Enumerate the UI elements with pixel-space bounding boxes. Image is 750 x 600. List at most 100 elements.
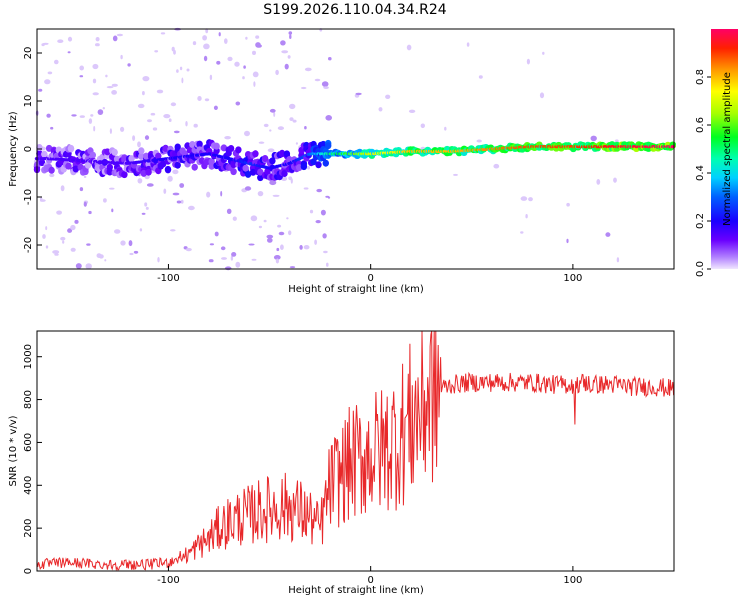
speckle-mark [176,200,182,204]
speckle-mark [520,196,528,201]
y-tick-label: -20 [23,237,34,253]
speckle-mark [129,252,134,256]
speckle-mark [209,243,214,246]
speckle-mark [83,175,87,178]
ridge-mark [322,159,329,167]
speckle-mark [79,75,84,78]
speckle-mark [144,135,150,140]
speckle-mark [213,105,218,111]
speckle-mark [525,214,528,219]
speckle-mark [453,173,458,176]
speckle-mark [88,118,93,124]
ridge-mark [196,140,203,148]
ridge-mark [162,145,169,152]
speckle-mark [203,55,208,62]
speckle-mark [128,240,133,247]
speckle-mark [566,238,569,244]
speckle-mark [314,78,321,82]
x-tick-label: 0 [367,575,373,586]
speckle-mark [203,43,210,50]
ridge-mark [145,168,152,176]
ridge-mark [320,140,327,148]
spectrogram-y-ticks: -20 -10 0 10 20 [23,47,42,253]
speckle-mark [478,75,483,79]
ridge-mark [608,141,616,147]
speckle-mark [47,71,53,75]
x-tick-label: 100 [563,273,582,284]
ridge-mark [174,143,181,151]
y-tick-label: 20 [23,47,34,60]
ridge-mark [160,160,167,168]
speckle-mark [85,263,92,270]
speckle-mark [248,243,255,246]
colorbar-label: Normalized spectral amplitude [722,72,733,226]
speckle-mark [596,179,601,185]
ridge-mark [252,150,259,158]
ridge-mark [191,163,198,171]
speckle-mark [79,65,84,71]
ridge-mark [257,168,264,176]
ridge-mark [111,148,118,156]
speckle-mark [44,79,51,85]
speckle-mark [170,102,177,107]
speckle-mark [245,36,248,40]
speckle-mark [316,188,323,193]
speckle-mark [476,139,482,143]
speckle-mark [88,210,92,215]
speckle-mark [232,216,237,221]
speckle-mark [605,232,611,237]
speckle-mark [320,209,326,216]
speckle-mark [408,109,416,114]
colorbar-tick-label: 0.2 [695,213,706,229]
speckle-mark [167,175,173,182]
speckle-mark [120,240,126,246]
speckle-mark [132,135,136,142]
speckle-mark [216,60,221,65]
ridge-mark [48,166,55,174]
speckle-mark [146,183,154,187]
speckle-mark [104,259,107,262]
speckle-mark [288,230,292,236]
speckle-mark [321,81,329,87]
speckle-mark [92,63,99,70]
speckle-mark [70,247,76,252]
speckle-mark [287,55,291,59]
speckle-mark [252,50,256,56]
speckle-mark [235,101,241,106]
ridge-mark [230,168,237,176]
speckle-mark [39,197,43,202]
chart-title: S199.2026.110.04.34.R24 [263,2,446,18]
speckle-mark [315,220,321,224]
speckle-mark [244,130,250,137]
speckle-mark [147,119,152,123]
ridge-mark [261,155,269,162]
speckle-mark [322,233,327,239]
speckle-mark [295,142,298,145]
speckle-mark [93,126,96,132]
speckle-mark [539,92,545,99]
y-tick-label: 400 [23,476,34,495]
speckle-mark [70,224,76,231]
speckle-mark [109,128,112,134]
speckle-mark [96,253,102,258]
speckle-mark [303,245,310,250]
speckle-mark [281,50,289,54]
speckle-mark [327,196,331,199]
speckle-mark [90,114,94,117]
speckle-mark [323,86,329,89]
ridge-mark [104,148,111,156]
speckle-mark [173,49,176,55]
ridge-mark [269,157,276,165]
ridge-mark [145,160,152,168]
snr-frame [36,330,675,572]
speckle-mark [272,194,280,197]
speckle-mark [163,188,167,194]
speckle-mark [145,206,149,210]
colorbar-gradient [711,29,738,269]
colorbar-tick-label: 0.4 [695,165,706,181]
speckle-mark [255,35,260,39]
ridge-mark [283,150,291,158]
speckle-mark [92,92,99,96]
speckle-mark [156,89,164,94]
